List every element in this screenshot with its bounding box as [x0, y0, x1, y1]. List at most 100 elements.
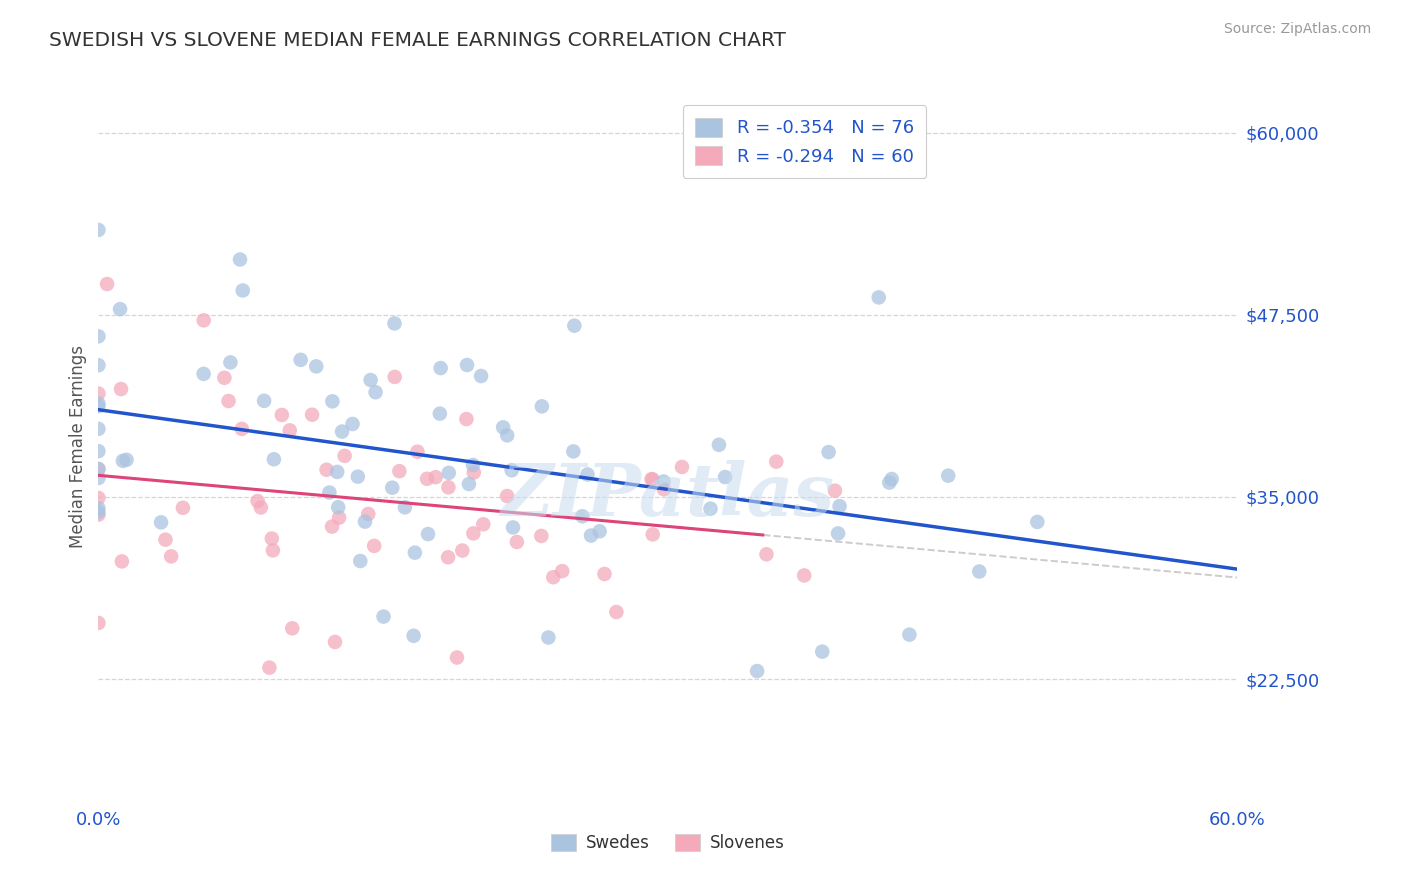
Swedes — [87, 329, 110, 343]
Slovenes — [463, 466, 485, 480]
Slovenes — [755, 547, 778, 561]
Swedes — [330, 425, 353, 439]
Swedes — [429, 361, 451, 376]
Swedes — [87, 223, 110, 237]
Swedes — [707, 438, 730, 452]
Swedes — [652, 475, 675, 489]
Slovenes — [543, 570, 565, 584]
Slovenes — [87, 462, 110, 476]
Swedes — [898, 627, 921, 641]
Text: Source: ZipAtlas.com: Source: ZipAtlas.com — [1223, 22, 1371, 37]
Text: ZIPatlas: ZIPatlas — [501, 460, 835, 532]
Swedes — [87, 505, 110, 519]
Swedes — [458, 477, 481, 491]
Slovenes — [406, 444, 429, 458]
Slovenes — [260, 532, 283, 546]
Swedes — [321, 394, 343, 409]
Slovenes — [640, 472, 662, 486]
Slovenes — [437, 480, 460, 494]
Swedes — [714, 470, 737, 484]
Slovenes — [87, 491, 110, 505]
Swedes — [349, 554, 371, 568]
Swedes — [537, 631, 560, 645]
Swedes — [811, 645, 834, 659]
Swedes — [232, 284, 254, 298]
Swedes — [588, 524, 610, 539]
Swedes — [496, 428, 519, 442]
Swedes — [562, 444, 585, 458]
Swedes — [87, 471, 110, 485]
Slovenes — [463, 526, 485, 541]
Slovenes — [451, 543, 474, 558]
Swedes — [87, 358, 110, 372]
Swedes — [394, 500, 416, 515]
Slovenes — [87, 386, 110, 401]
Swedes — [229, 252, 252, 267]
Swedes — [530, 400, 553, 414]
Slovenes — [172, 500, 194, 515]
Slovenes — [652, 482, 675, 496]
Swedes — [576, 467, 599, 482]
Swedes — [318, 485, 340, 500]
Slovenes — [155, 533, 177, 547]
Slovenes — [278, 424, 301, 438]
Swedes — [328, 500, 350, 515]
Swedes — [87, 399, 110, 413]
Swedes — [219, 355, 242, 369]
Slovenes — [506, 535, 529, 549]
Swedes — [87, 396, 110, 410]
Swedes — [381, 481, 404, 495]
Slovenes — [384, 370, 406, 384]
Slovenes — [593, 566, 616, 581]
Slovenes — [551, 564, 574, 578]
Swedes — [404, 546, 426, 560]
Swedes — [402, 629, 425, 643]
Swedes — [868, 290, 890, 304]
Slovenes — [765, 455, 787, 469]
Swedes — [193, 367, 215, 381]
Swedes — [879, 475, 901, 490]
Slovenes — [111, 554, 134, 568]
Swedes — [827, 526, 849, 541]
Swedes — [347, 469, 370, 483]
Slovenes — [246, 494, 269, 508]
Swedes — [87, 462, 110, 476]
Slovenes — [301, 408, 323, 422]
Swedes — [828, 499, 851, 513]
Swedes — [115, 452, 138, 467]
Swedes — [470, 369, 492, 384]
Slovenes — [281, 621, 304, 635]
Swedes — [564, 318, 586, 333]
Swedes — [429, 407, 451, 421]
Slovenes — [250, 500, 273, 515]
Swedes — [87, 444, 110, 458]
Slovenes — [605, 605, 627, 619]
Swedes — [111, 454, 134, 468]
Swedes — [502, 520, 524, 534]
Slovenes — [87, 615, 110, 630]
Swedes — [699, 501, 721, 516]
Slovenes — [357, 507, 380, 521]
Slovenes — [496, 489, 519, 503]
Slovenes — [110, 382, 132, 396]
Swedes — [936, 468, 959, 483]
Slovenes — [416, 472, 439, 486]
Slovenes — [530, 529, 553, 543]
Slovenes — [793, 568, 815, 582]
Slovenes — [333, 449, 356, 463]
Swedes — [326, 465, 349, 479]
Swedes — [150, 516, 173, 530]
Swedes — [342, 417, 364, 431]
Slovenes — [315, 463, 337, 477]
Slovenes — [446, 650, 468, 665]
Slovenes — [437, 550, 460, 565]
Swedes — [253, 393, 276, 408]
Swedes — [571, 509, 593, 524]
Swedes — [373, 609, 395, 624]
Slovenes — [231, 422, 253, 436]
Swedes — [364, 385, 387, 400]
Swedes — [305, 359, 328, 374]
Slovenes — [641, 473, 664, 487]
Slovenes — [218, 394, 240, 409]
Legend: Swedes, Slovenes: Swedes, Slovenes — [544, 827, 792, 859]
